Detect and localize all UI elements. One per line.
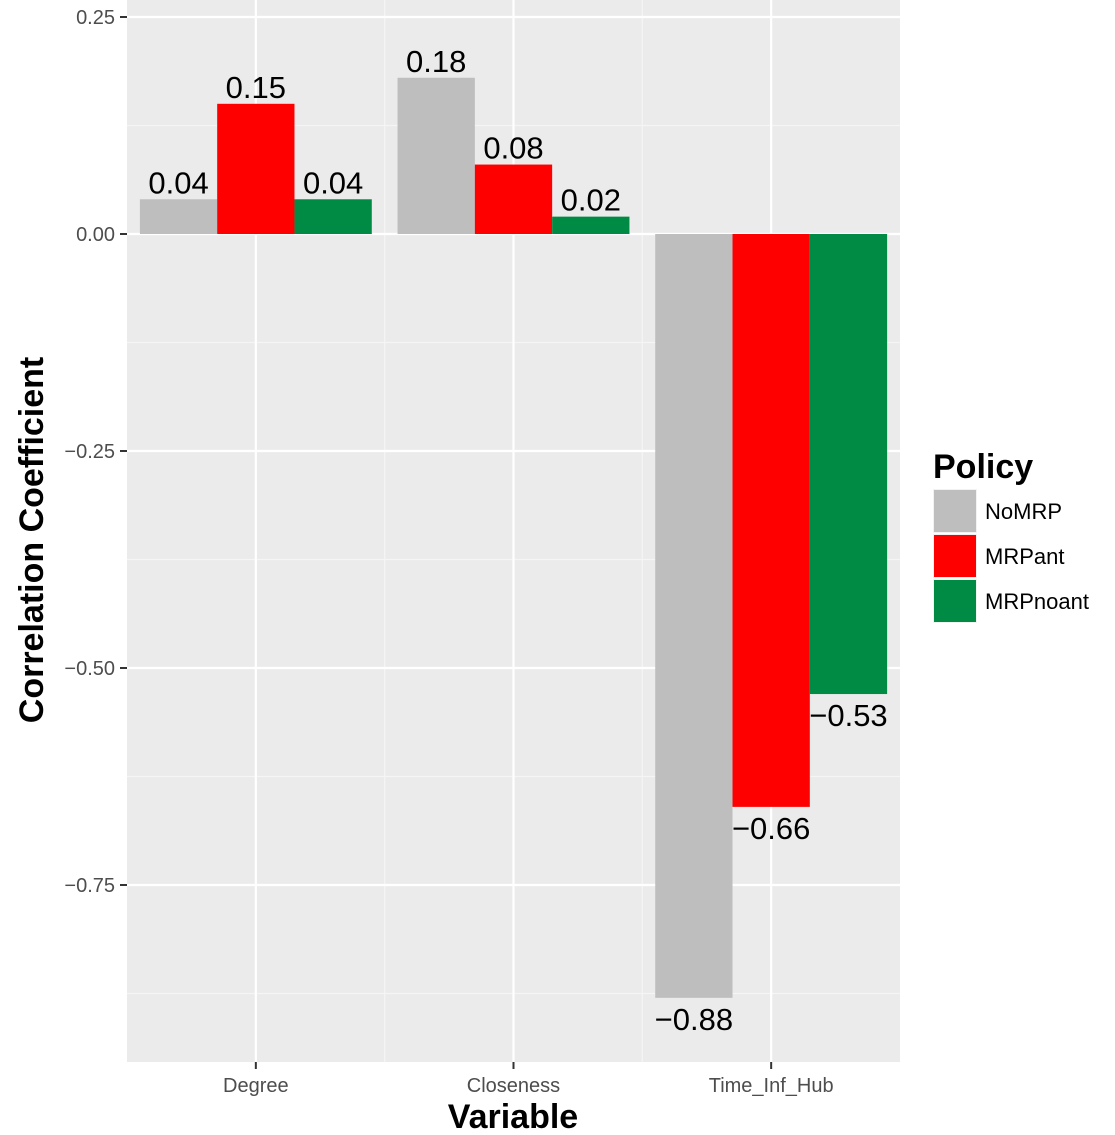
bar-value-label: 0.04 [148,165,208,200]
bar-labels: 0.04 0.15 0.04 0.18 0.08 0.02 −0.88 −0.66 −0.53 [148,44,887,1037]
bar-value-label: −0.66 [732,811,810,846]
legend-swatch-NoMRP [934,490,976,532]
legend-swatch-MRPant [934,535,976,577]
bar-value-label: −0.53 [809,698,887,733]
bar-value-label: 0.02 [561,183,621,218]
y-tick-label: 0.00 [76,224,115,246]
bars [139,77,888,998]
x-tick-label: Closeness [467,1075,560,1097]
bar-NoMRP-Closeness [397,77,475,234]
x-tick-label: Time_Inf_Hub [709,1075,834,1097]
y-tick-label: −0.50 [64,658,115,680]
x-axis: Degree Closeness Time_Inf_Hub [223,1062,834,1097]
bar-NoMRP-Time_Inf_Hub [655,234,733,998]
legend-label-MRPant: MRPant [985,544,1064,569]
y-tick-label: −0.25 [64,441,115,463]
legend-title: Policy [933,448,1033,486]
bar-MRPant-Time_Inf_Hub [732,234,810,807]
bar-NoMRP-Degree [139,199,218,234]
bar-value-label: 0.08 [483,131,543,166]
bar-MRPnoant-Time_Inf_Hub [809,234,888,695]
y-axis: 0.25 0.00 −0.25 −0.50 −0.75 [64,7,127,897]
bar-value-label: −0.88 [655,1002,733,1037]
bar-value-label: 0.18 [406,44,466,79]
bar-MRPnoant-Closeness [552,216,630,234]
legend: Policy NoMRP MRPant MRPnoant [933,448,1089,623]
y-tick-label: 0.25 [76,7,115,29]
bar-MRPant-Closeness [474,164,553,234]
x-axis-title: Variable [448,1098,578,1135]
x-tick-label: Degree [223,1075,289,1097]
legend-label-NoMRP: NoMRP [985,499,1062,524]
bar-MRPant-Degree [217,103,295,234]
bar-value-label: 0.04 [303,165,363,200]
bar-MRPnoant-Degree [294,199,372,234]
y-tick-label: −0.75 [64,875,115,897]
legend-swatch-MRPnoant [934,580,976,622]
bar-value-label: 0.15 [226,70,286,105]
legend-label-MRPnoant: MRPnoant [985,589,1089,614]
y-axis-title: Correlation Coefficient [13,357,51,723]
